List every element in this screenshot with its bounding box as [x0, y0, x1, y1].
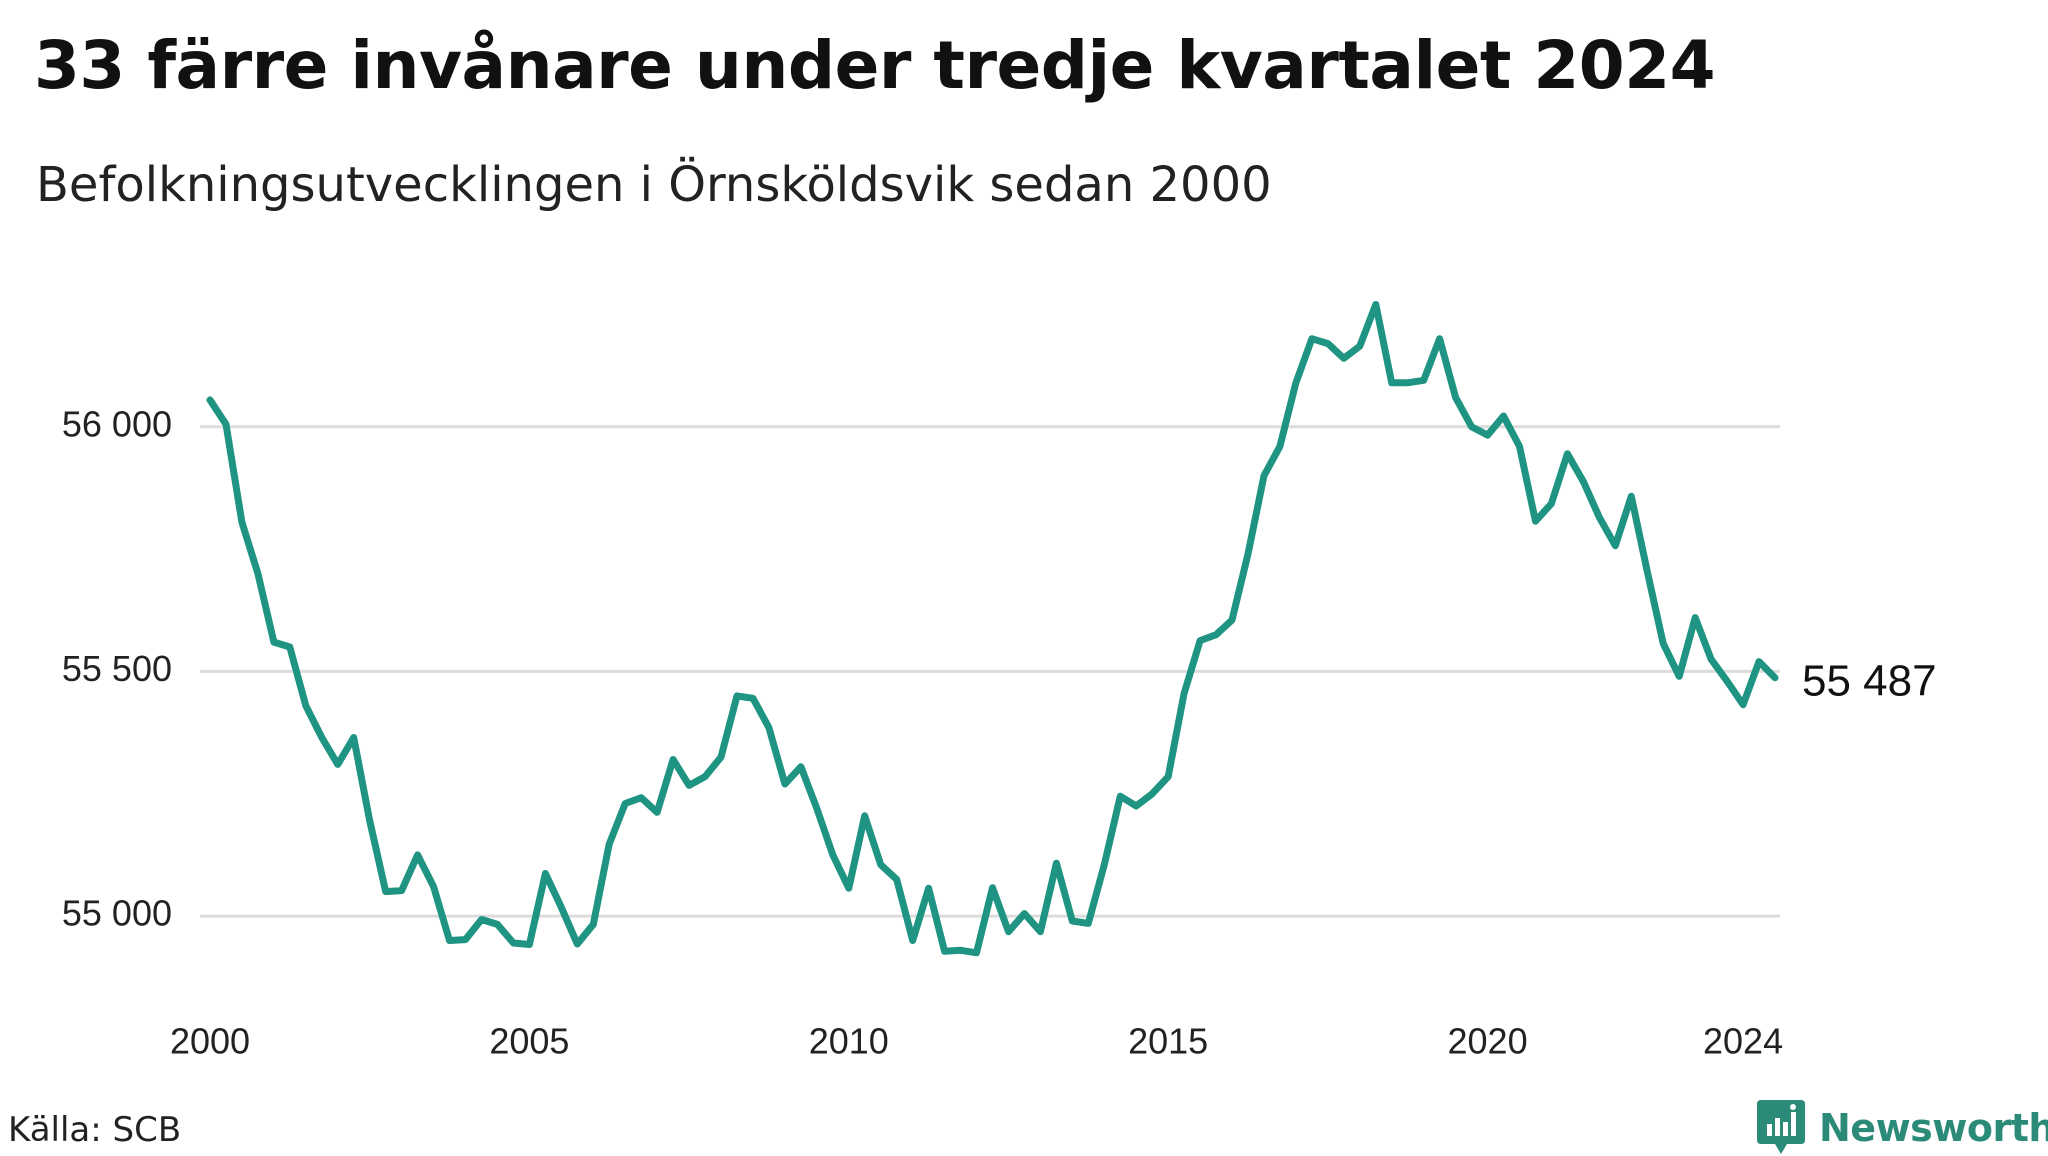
- population-series-line: [206, 301, 1779, 957]
- x-tick-label: 2020: [1448, 1021, 1528, 1062]
- y-axis-tick-labels: 55 000 55 500 56 000: [62, 403, 172, 933]
- chart-title: 33 färre invånare under tredje kvartalet…: [34, 27, 1716, 104]
- brand-logo: Newsworthy: [1757, 1100, 2048, 1156]
- chart-subtitle: Befolkningsutvecklingen i Örnsköldsvik s…: [36, 157, 1272, 213]
- brand-name: Newsworthy: [1819, 1106, 2048, 1150]
- x-axis-tick-labels: 2000 2005 2010 2015 2020 2024: [170, 1021, 1783, 1062]
- x-tick-label: 2010: [809, 1021, 889, 1062]
- x-tick-label: 2024: [1703, 1021, 1783, 1062]
- y-tick-label: 55 500: [62, 648, 172, 689]
- x-tick-label: 2005: [489, 1021, 569, 1062]
- end-value-label: 55 487: [1802, 656, 1937, 705]
- bar-chart-badge-icon: [1757, 1100, 1805, 1154]
- x-tick-label: 2000: [170, 1021, 250, 1062]
- gridlines: [200, 425, 1780, 918]
- x-tick-label: 2015: [1128, 1021, 1208, 1062]
- y-tick-label: 55 000: [62, 893, 172, 934]
- source-note: Källa: SCB: [8, 1110, 182, 1150]
- y-tick-label: 56 000: [62, 403, 172, 444]
